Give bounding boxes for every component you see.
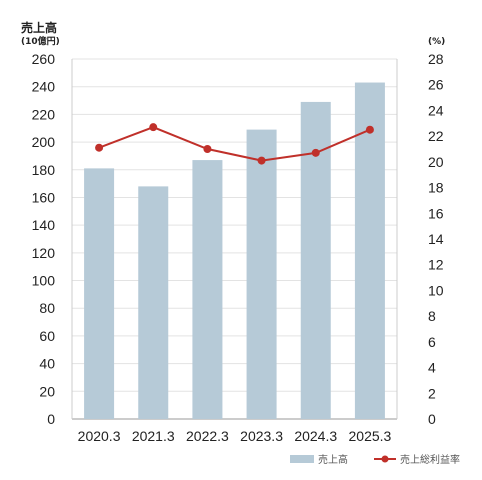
bar bbox=[354, 82, 385, 420]
x-tick-label: 2022.3 bbox=[186, 428, 229, 444]
right-tick-label: 26 bbox=[428, 77, 444, 93]
legend-line-marker bbox=[381, 455, 389, 463]
left-axis-unit: (10億円) bbox=[21, 35, 60, 47]
grid-lines bbox=[71, 58, 398, 420]
left-tick-label: 200 bbox=[32, 134, 56, 150]
legend: 売上高 売上総利益率 bbox=[290, 453, 460, 466]
x-tick-label: 2021.3 bbox=[132, 428, 175, 444]
x-axis-ticks: 2020.3 2021.3 2022.3 2023.3 2024.3 2025.3 bbox=[78, 428, 392, 444]
margin-point bbox=[365, 125, 374, 134]
left-axis-ticks: 0 20 40 60 80 100 120 140 160 180 200 220 240 260 bbox=[32, 51, 56, 427]
bar bbox=[84, 168, 115, 419]
right-tick-label: 28 bbox=[428, 51, 444, 67]
margin-point bbox=[95, 143, 104, 152]
left-tick-label: 180 bbox=[32, 162, 56, 178]
x-tick-label: 2025.3 bbox=[349, 428, 392, 444]
left-tick-label: 40 bbox=[39, 356, 55, 372]
right-tick-label: 4 bbox=[428, 360, 436, 376]
left-tick-label: 0 bbox=[47, 411, 55, 427]
right-tick-label: 0 bbox=[428, 411, 436, 427]
right-tick-label: 24 bbox=[428, 102, 444, 118]
right-tick-label: 16 bbox=[428, 205, 444, 221]
right-tick-label: 14 bbox=[428, 231, 444, 247]
left-tick-label: 140 bbox=[32, 217, 56, 233]
margin-point bbox=[257, 156, 266, 165]
legend-line-label: 売上総利益率 bbox=[400, 453, 460, 466]
right-tick-label: 6 bbox=[428, 334, 436, 350]
left-tick-label: 120 bbox=[32, 245, 56, 261]
legend-bar-label: 売上高 bbox=[318, 453, 348, 466]
margin-point bbox=[203, 145, 212, 153]
x-tick-label: 2024.3 bbox=[294, 428, 337, 444]
right-tick-label: 18 bbox=[428, 180, 444, 196]
left-tick-label: 160 bbox=[32, 189, 56, 205]
left-tick-label: 100 bbox=[32, 273, 56, 289]
left-tick-label: 80 bbox=[39, 300, 55, 316]
right-tick-label: 20 bbox=[428, 154, 444, 170]
left-axis-title: 売上高 bbox=[21, 20, 57, 35]
bar-series bbox=[84, 82, 385, 420]
margin-point bbox=[311, 148, 320, 157]
right-axis-unit: (%) bbox=[428, 37, 445, 47]
right-tick-label: 10 bbox=[428, 282, 444, 298]
x-tick-label: 2020.3 bbox=[78, 428, 121, 444]
bar bbox=[138, 186, 169, 419]
right-tick-label: 12 bbox=[428, 257, 444, 273]
left-tick-label: 60 bbox=[39, 328, 55, 344]
right-tick-label: 22 bbox=[428, 128, 444, 144]
left-tick-label: 240 bbox=[32, 79, 56, 95]
line-series bbox=[95, 123, 374, 165]
left-tick-label: 220 bbox=[32, 106, 56, 122]
legend-bar-swatch bbox=[290, 455, 314, 463]
right-tick-label: 2 bbox=[428, 385, 436, 401]
x-tick-label: 2023.3 bbox=[240, 428, 283, 444]
bar bbox=[192, 160, 223, 420]
right-tick-label: 8 bbox=[428, 308, 436, 324]
left-tick-label: 260 bbox=[32, 51, 56, 67]
left-tick-label: 20 bbox=[39, 383, 55, 399]
margin-line bbox=[98, 126, 371, 162]
margin-point bbox=[149, 123, 158, 132]
bar bbox=[246, 129, 277, 419]
